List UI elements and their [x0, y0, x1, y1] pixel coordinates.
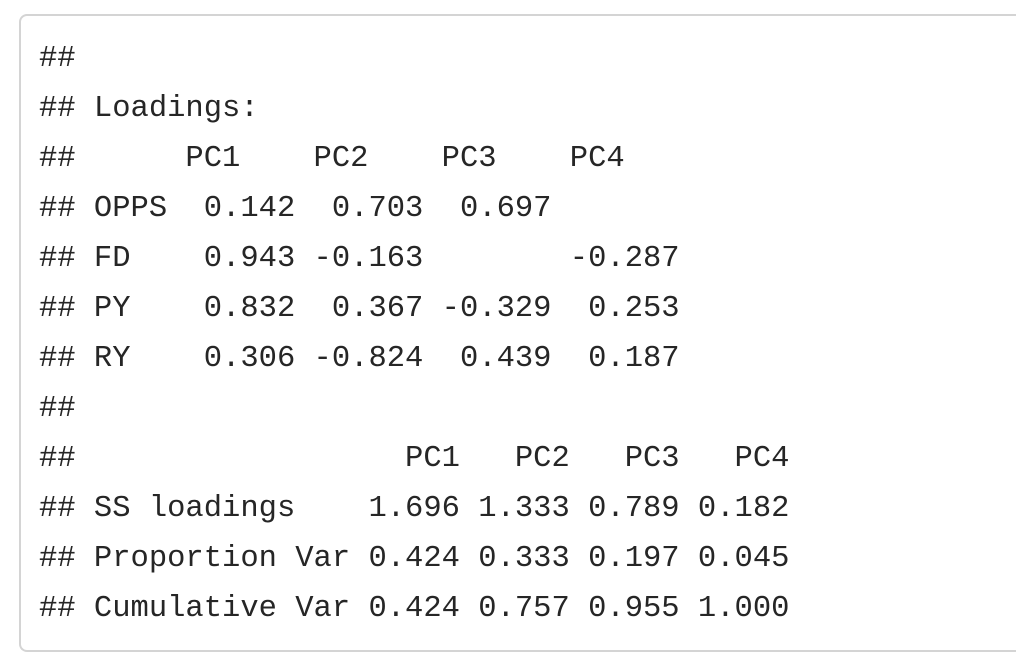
loadings-header-row: ## PC1 PC2 PC3 PC4	[39, 142, 680, 176]
loadings-heading: ## Loadings:	[39, 92, 259, 126]
variance-row-ss-loadings: ## SS loadings 1.696 1.333 0.789 0.182	[39, 492, 790, 526]
variance-header-row: ## PC1 PC2 PC3 PC4	[39, 442, 790, 476]
loadings-row-ry: ## RY 0.306 -0.824 0.439 0.187	[39, 342, 680, 376]
variance-row-cumulative-var: ## Cumulative Var 0.424 0.757 0.955 1.00…	[39, 592, 790, 626]
variance-row-proportion-var: ## Proportion Var 0.424 0.333 0.197 0.04…	[39, 542, 790, 576]
loadings-row-opps: ## OPPS 0.142 0.703 0.697	[39, 192, 680, 226]
console-output: ## ## Loadings: ## PC1 PC2 PC3 PC4 ## OP…	[39, 34, 789, 634]
loadings-row-py: ## PY 0.832 0.367 -0.329 0.253	[39, 292, 680, 326]
output-line-blank: ##	[39, 392, 76, 426]
output-line-blank: ##	[39, 42, 76, 76]
loadings-row-fd: ## FD 0.943 -0.163 -0.287	[39, 242, 680, 276]
code-output-block	[19, 14, 1016, 652]
